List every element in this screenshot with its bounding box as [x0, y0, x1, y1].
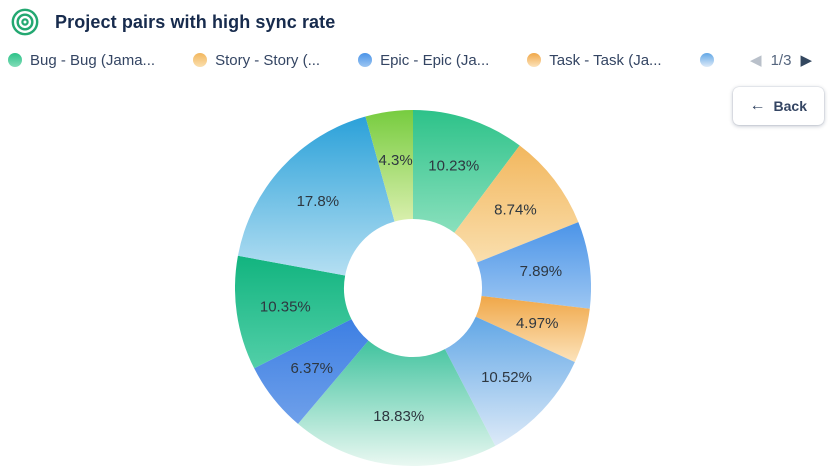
legend-strip: Bug - Bug (Jama... Story - Story (... Ep… — [8, 48, 720, 72]
legend-item-task-task[interactable]: Task - Task (Ja... — [527, 51, 662, 69]
left-arrow-icon: ← — [749, 97, 766, 114]
slice-label: 6.37% — [290, 360, 333, 377]
pie-slice[interactable] — [234, 255, 352, 369]
pagination-page-indicator: 1/3 — [770, 51, 792, 69]
legend-item-label: Epic - Epic (Ja... — [380, 51, 490, 69]
chart-legend: Bug - Bug (Jama... Story - Story (... Ep… — [8, 48, 828, 72]
page-title: Project pairs with high sync rate — [55, 11, 336, 32]
legend-dot-icon — [358, 53, 373, 67]
pie-slice[interactable] — [413, 110, 520, 233]
pie-slice[interactable] — [444, 316, 575, 446]
target-icon — [11, 8, 39, 36]
pie-slice[interactable] — [475, 296, 590, 363]
donut-chart[interactable]: 10.23% 8.74% 7.89% 4.97% 10.52% 18.83% 6.37% 10… — [234, 110, 591, 466]
legend-pagination: ◀ 1/3 ▶ — [750, 48, 812, 72]
legend-dot-icon — [193, 53, 208, 67]
slice-label: 10.23% — [428, 158, 479, 175]
slice-label: 8.74% — [494, 202, 537, 219]
legend-item-label: Task - Task (Ja... — [549, 51, 662, 69]
pagination-prev-button[interactable]: ◀ — [750, 51, 762, 69]
legend-item-clipped[interactable] — [699, 53, 720, 67]
legend-item-story-story[interactable]: Story - Story (... — [193, 52, 320, 69]
pie-slice[interactable] — [297, 340, 496, 466]
legend-dot-icon — [527, 53, 542, 67]
pie-slice[interactable] — [254, 319, 369, 424]
pie-slice[interactable] — [477, 222, 591, 309]
legend-item-label: Story - Story (... — [215, 51, 321, 69]
legend-dot-icon — [8, 53, 22, 67]
back-button[interactable]: ← Back — [732, 87, 824, 125]
pagination-next-button[interactable]: ▶ — [800, 51, 812, 69]
slice-label: 10.52% — [481, 369, 532, 386]
slice-label: 10.35% — [260, 298, 311, 315]
legend-item-bug-bug[interactable]: Bug - Bug (Jama... — [8, 52, 155, 69]
slice-label: 7.89% — [520, 263, 563, 280]
slice-label: 4.97% — [516, 315, 559, 332]
chart-header: Project pairs with high sync rate — [10, 6, 335, 38]
pie-slice[interactable] — [365, 110, 413, 222]
pie-slice[interactable] — [454, 145, 579, 263]
slice-label: 4.3% — [379, 152, 413, 169]
pie-slice[interactable] — [237, 116, 395, 276]
legend-item-epic-epic[interactable]: Epic - Epic (Ja... — [358, 52, 489, 69]
back-button-label: Back — [773, 98, 807, 114]
legend-dot-icon — [699, 53, 714, 67]
legend-item-label: Bug - Bug (Jama... — [30, 51, 156, 69]
slice-label: 17.8% — [297, 193, 340, 210]
slice-label: 18.83% — [373, 408, 424, 425]
